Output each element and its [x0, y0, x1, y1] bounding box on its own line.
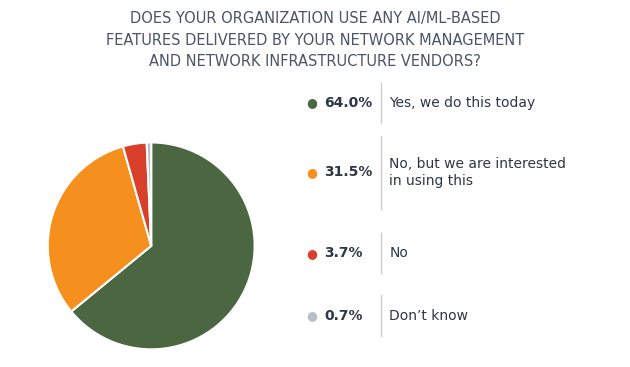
Text: ●: ●	[306, 309, 318, 322]
Text: ●: ●	[306, 96, 318, 109]
Text: Yes, we do this today: Yes, we do this today	[389, 96, 536, 110]
Text: Don’t know: Don’t know	[389, 309, 468, 323]
Wedge shape	[48, 146, 151, 312]
Text: No, but we are interested
in using this: No, but we are interested in using this	[389, 157, 566, 188]
Text: DOES YOUR ORGANIZATION USE ANY AI/ML-BASED
FEATURES DELIVERED BY YOUR NETWORK MA: DOES YOUR ORGANIZATION USE ANY AI/ML-BAS…	[106, 11, 524, 69]
Wedge shape	[71, 142, 255, 349]
Text: ●: ●	[306, 166, 318, 179]
Wedge shape	[147, 142, 151, 246]
Text: No: No	[389, 246, 408, 260]
Wedge shape	[123, 142, 151, 246]
Text: 3.7%: 3.7%	[324, 246, 363, 260]
Text: ●: ●	[306, 247, 318, 260]
Text: 0.7%: 0.7%	[324, 309, 363, 323]
Text: 64.0%: 64.0%	[324, 96, 373, 110]
Text: 31.5%: 31.5%	[324, 166, 373, 179]
